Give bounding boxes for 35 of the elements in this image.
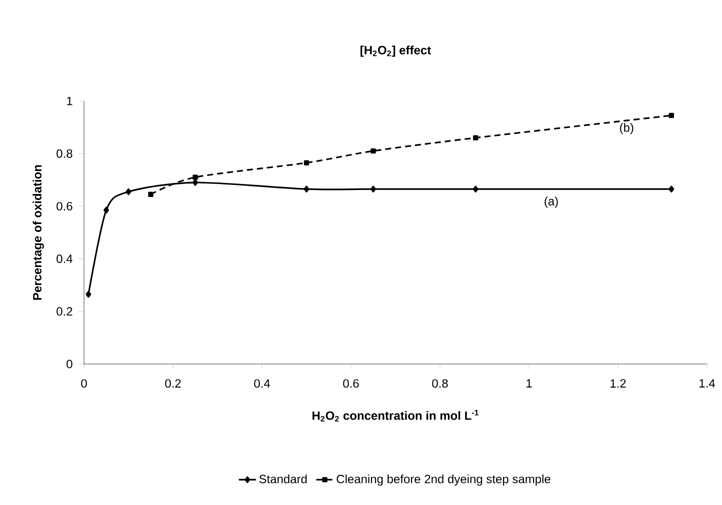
point	[126, 188, 132, 196]
point	[86, 290, 92, 298]
y-axis-title: Percentage of oxidation	[32, 165, 44, 300]
annotation: (a)	[544, 196, 558, 208]
point	[472, 186, 478, 192]
legend-label: Standard	[259, 474, 307, 484]
point	[304, 160, 310, 166]
point	[370, 186, 376, 192]
y-tick-label: 0	[66, 360, 72, 368]
y-tick-label: 0.2	[56, 307, 72, 316]
point	[192, 179, 198, 186]
chart-title: [H$_{2}$O$_{2}$] effect	[360, 46, 431, 57]
annotation: (b)	[620, 123, 634, 134]
x-tick-label: 0.6	[343, 379, 359, 388]
x-tick-label: 1.4	[700, 379, 715, 388]
point	[370, 148, 376, 154]
x-tick-label: 0.4	[254, 379, 270, 388]
y-tick-label: 0.4	[56, 254, 72, 264]
y-tick-label: 1	[67, 96, 72, 106]
point	[304, 186, 310, 192]
point	[104, 206, 110, 214]
x-tick-label: 1	[526, 379, 532, 388]
y-tick-label: 0.6	[56, 202, 72, 210]
x-tick-label: 0.8	[432, 379, 448, 388]
point	[668, 112, 674, 118]
point	[148, 192, 154, 197]
y-tick-label: 0.8	[56, 149, 72, 158]
point	[192, 174, 198, 180]
x-tick-label: 0	[81, 379, 87, 388]
point	[473, 135, 478, 140]
x-tick-label: 0.2	[165, 379, 181, 388]
legend-label: Cleaning before 2nd dyeing step sample	[336, 474, 550, 486]
point	[668, 186, 674, 192]
x-axis-title: H$_{2}$O$_{2}$ concentration in mol L$^{-1}$	[312, 410, 479, 422]
x-tick-label: 1.2	[610, 379, 626, 388]
